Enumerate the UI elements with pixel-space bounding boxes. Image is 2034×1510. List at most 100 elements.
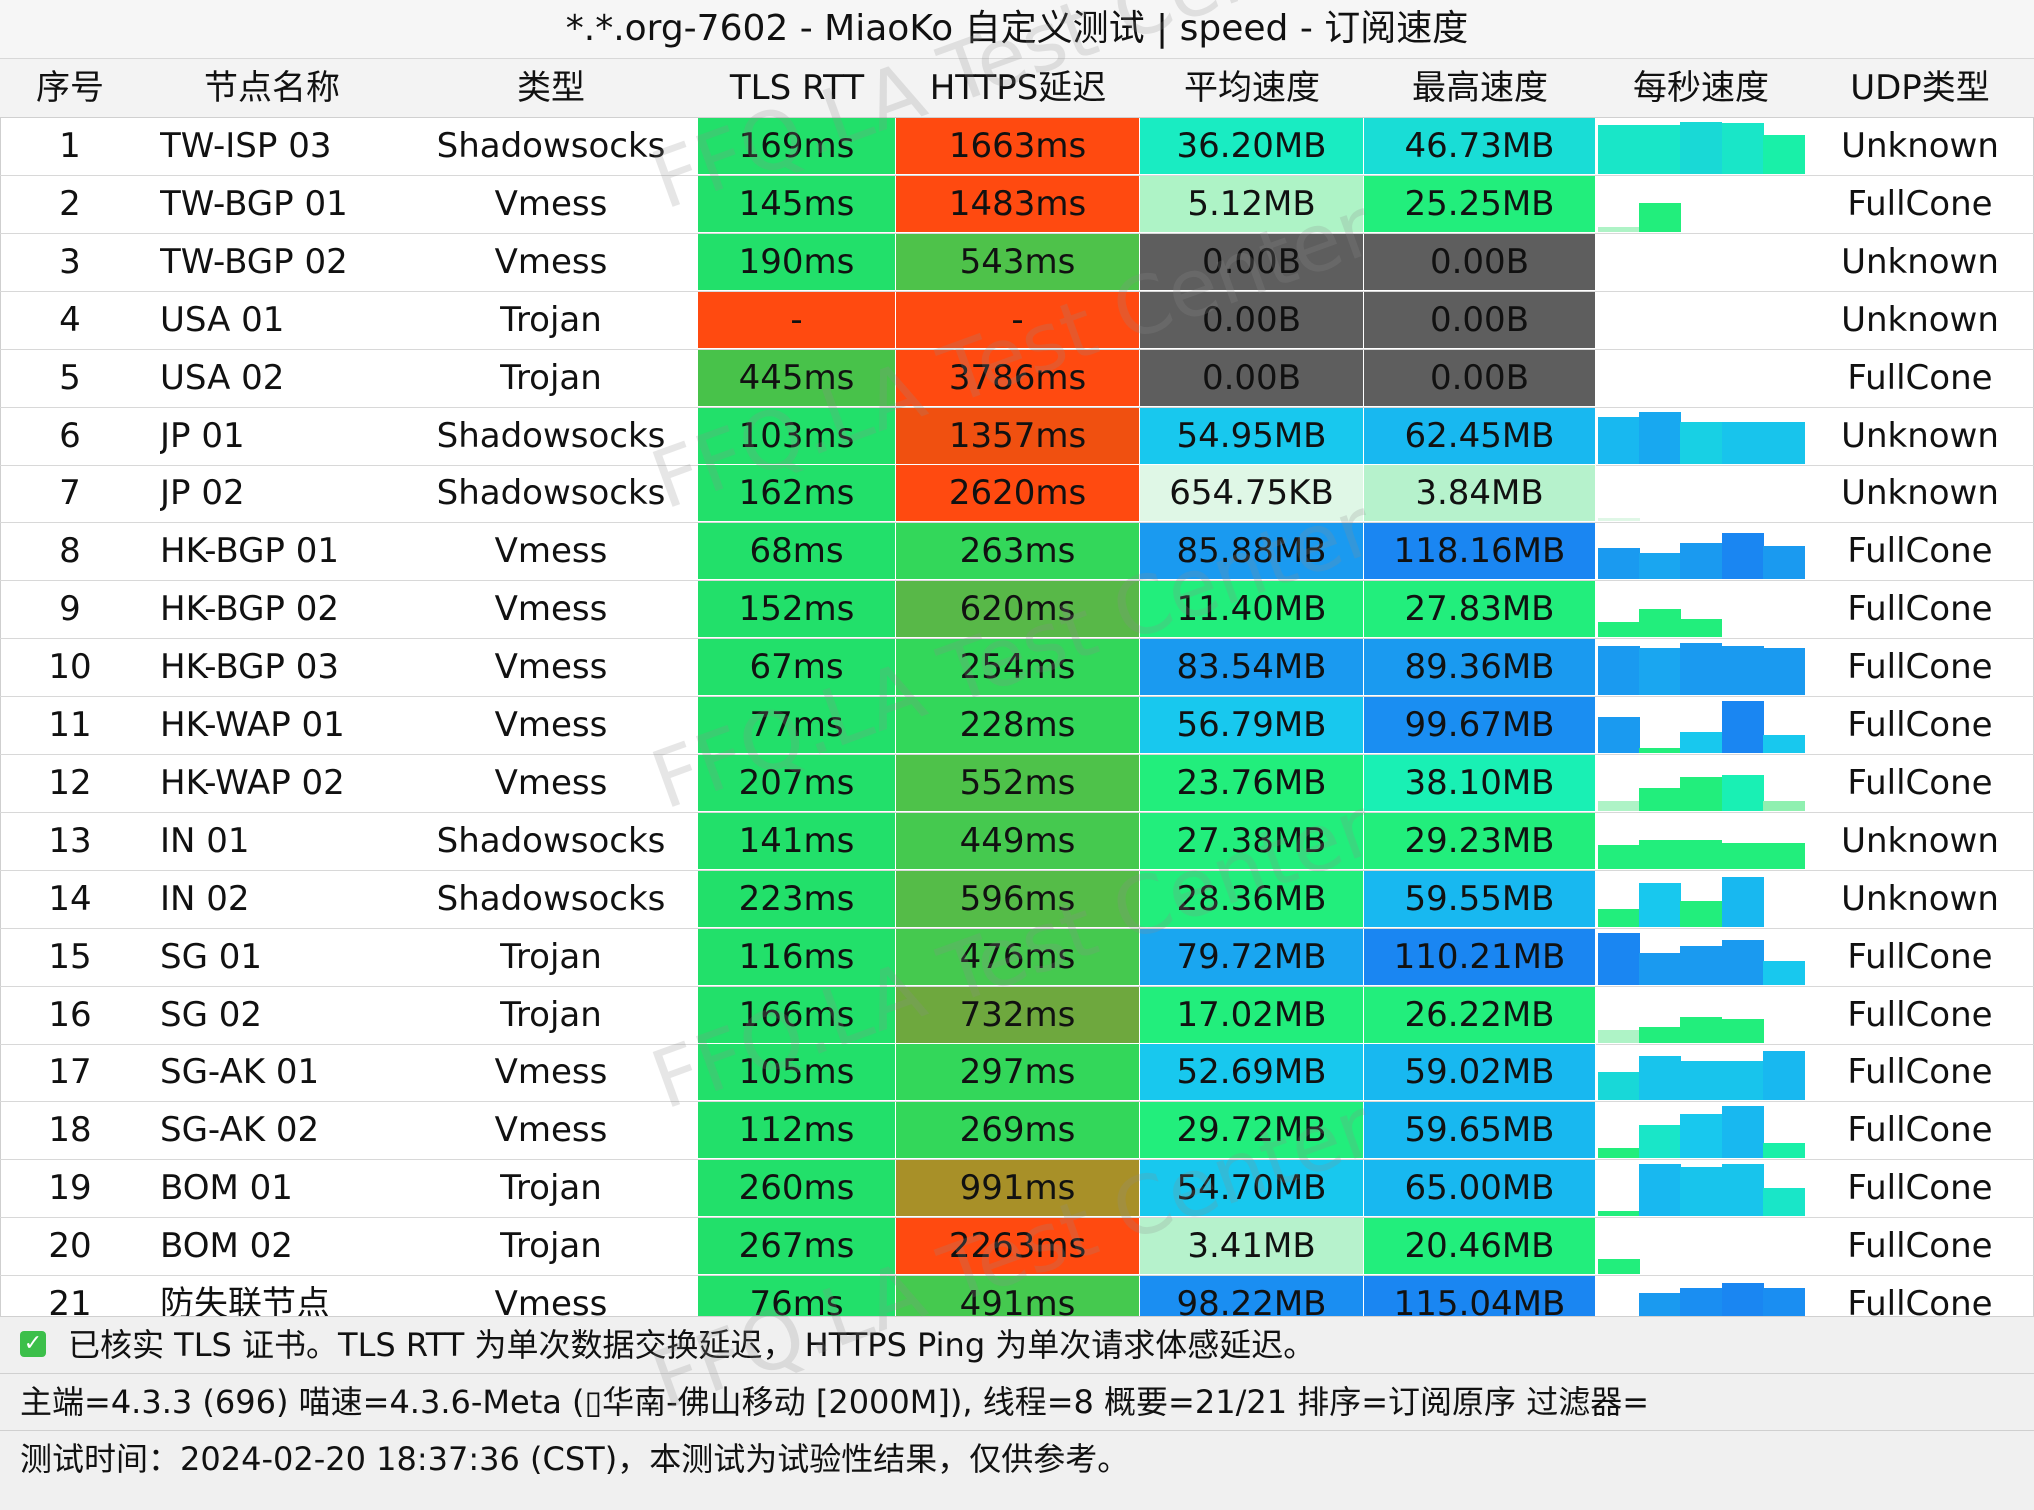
udp-type: Unknown xyxy=(1841,473,1999,514)
table-row[interactable]: 14 IN 02 Shadowsocks 223ms 596ms 28.36MB 59.55… xyxy=(0,870,2034,929)
sparkline-bar xyxy=(1680,421,1723,464)
header-node-name[interactable]: 节点名称 xyxy=(204,68,340,108)
udp-type: FullCone xyxy=(1847,647,1993,688)
sparkline-bar xyxy=(1639,553,1682,580)
node-name: SG 02 xyxy=(160,994,262,1035)
header-type[interactable]: 类型 xyxy=(517,68,585,108)
table-row[interactable]: 6 JP 01 Shadowsocks 103ms 1357ms 54.95MB 62.45… xyxy=(0,407,2034,466)
tls-rtt-cell: 116ms xyxy=(698,928,896,985)
node-type: Vmess xyxy=(494,1052,608,1093)
header-per-second-speed[interactable]: 每秒速度 xyxy=(1633,68,1769,108)
table-row[interactable]: 8 HK-BGP 01 Vmess 68ms 263ms 85.88MB 118.16MB F… xyxy=(0,523,2034,582)
sparkline-bar xyxy=(1598,908,1640,927)
sparkline-bar xyxy=(1721,877,1764,927)
table-row[interactable]: 20 BOM 02 Trojan 267ms 2263ms 3.41MB 20.46MB Fu… xyxy=(0,1218,2034,1277)
sparkline-bar xyxy=(1721,1164,1764,1217)
avg-speed-cell: 654.75KB xyxy=(1140,465,1364,522)
per-second-speed-sparkline xyxy=(1598,813,1805,869)
row-index: 3 xyxy=(59,241,81,282)
per-second-speed-sparkline xyxy=(1598,581,1804,638)
avg-speed-cell: 17.02MB xyxy=(1140,986,1364,1043)
node-name: JP 01 xyxy=(160,415,245,456)
table-row[interactable]: 3 TW-BGP 02 Vmess 190ms 543ms 0.00B 0.00B Unkno… xyxy=(0,233,2034,292)
table-row[interactable]: 18 SG-AK 02 Vmess 112ms 269ms 29.72MB 59.65MB F… xyxy=(0,1102,2034,1161)
udp-type: FullCone xyxy=(1847,1226,1993,1267)
table-row[interactable]: 11 HK-WAP 01 Vmess 77ms 228ms 56.79MB 99.67MB F… xyxy=(0,697,2034,755)
row-index: 19 xyxy=(48,1168,92,1209)
table-row[interactable]: 12 HK-WAP 02 Vmess 207ms 552ms 23.76MB 38.10MB… xyxy=(0,754,2034,813)
header-udp-type[interactable]: UDP类型 xyxy=(1850,68,1990,108)
node-type: Trojan xyxy=(500,357,602,398)
max-speed-cell: 0.00B xyxy=(1364,233,1596,290)
sparkline-bar xyxy=(1598,716,1640,753)
sparkline-bar xyxy=(1598,226,1640,232)
https-delay-cell: 228ms xyxy=(896,697,1140,753)
table-row[interactable]: 1 TW-ISP 03 Shadowsocks 169ms 1663ms 36.20MB 4… xyxy=(0,118,2034,176)
udp-type: Unknown xyxy=(1841,415,1999,456)
sparkline-bar xyxy=(1762,648,1805,696)
table-row[interactable]: 5 USA 02 Trojan 445ms 3786ms 0.00B 0.00B FullCo… xyxy=(0,349,2034,408)
avg-speed-cell: 52.69MB xyxy=(1140,1044,1364,1101)
max-speed-cell: 62.45MB xyxy=(1364,407,1596,464)
max-speed-cell: 26.22MB xyxy=(1364,986,1596,1043)
table-row[interactable]: 4 USA 01 Trojan - -0.00B 0.00B Unknown xyxy=(0,291,2034,350)
node-type: Shadowsocks xyxy=(436,473,666,514)
node-type: Trojan xyxy=(500,936,602,977)
sparkline-bar xyxy=(1721,774,1764,811)
sparkline-bar xyxy=(1680,1061,1723,1101)
udp-type: FullCone xyxy=(1847,1110,1993,1151)
table-row[interactable]: 19 BOM 01 Trojan 260ms 991ms 54.70MB 65.00MB Fu… xyxy=(0,1160,2034,1219)
table-row[interactable]: 10 HK-BGP 03 Vmess 67ms 254ms 83.54MB 89.36MB F… xyxy=(0,639,2034,698)
max-speed-cell: 59.65MB xyxy=(1364,1102,1596,1159)
sparkline-bar xyxy=(1680,1166,1723,1217)
node-type: Shadowsocks xyxy=(436,878,666,919)
avg-speed-cell: 0.00B xyxy=(1140,291,1364,348)
per-second-speed-sparkline xyxy=(1598,929,1805,985)
header-https-delay[interactable]: HTTPS延迟 xyxy=(929,68,1107,108)
table-row[interactable]: 2 TW-BGP 01 Vmess 145ms 1483ms 5.12MB 25.25MB F… xyxy=(0,175,2034,234)
row-index: 7 xyxy=(59,473,81,514)
per-second-speed-sparkline xyxy=(1598,465,1804,522)
node-name: HK-BGP 02 xyxy=(160,589,339,630)
max-speed-cell: 27.83MB xyxy=(1364,581,1596,638)
header-tls-rtt[interactable]: TLS RTT xyxy=(729,68,865,108)
node-type: Vmess xyxy=(494,531,608,572)
sparkline-bar xyxy=(1598,548,1640,580)
sparkline-bar xyxy=(1598,1211,1640,1217)
sparkline-bar xyxy=(1639,648,1682,696)
udp-type: FullCone xyxy=(1847,531,1993,572)
max-speed-cell: 65.00MB xyxy=(1364,1160,1596,1217)
table-row[interactable]: 16 SG 02 Trojan 166ms 732ms 17.02MB 26.22MB Ful… xyxy=(0,986,2034,1045)
table-row[interactable]: 9 HK-BGP 02 Vmess 152ms 620ms 11.40MB 27.83MB F… xyxy=(0,581,2034,640)
max-speed-cell: 59.55MB xyxy=(1364,870,1596,927)
node-type: Vmess xyxy=(494,241,608,282)
udp-type: FullCone xyxy=(1847,994,1993,1035)
window-title: *.*.org-7602 - MiaoKo 自定义测试 | speed - 订阅… xyxy=(0,0,2034,59)
table-row[interactable]: 17 SG-AK 01 Vmess 105ms 297ms 52.69MB 59.02MB F… xyxy=(0,1044,2034,1103)
node-name: IN 01 xyxy=(160,820,250,861)
row-index: 10 xyxy=(48,647,92,688)
sparkline-bar xyxy=(1721,842,1764,869)
tls-rtt-cell: 207ms xyxy=(698,754,896,811)
udp-type: FullCone xyxy=(1847,936,1993,977)
header-avg-speed[interactable]: 平均速度 xyxy=(1184,68,1320,108)
max-speed-cell: 20.46MB xyxy=(1364,1218,1596,1275)
sparkline-bar xyxy=(1680,840,1723,869)
https-delay-cell: 620ms xyxy=(896,581,1140,638)
header-max-speed[interactable]: 最高速度 xyxy=(1412,68,1548,108)
sparkline-bar xyxy=(1721,421,1764,464)
table-row[interactable]: 13 IN 01 Shadowsocks 141ms 449ms 27.38MB 29.23… xyxy=(0,812,2034,871)
header-index[interactable]: 序号 xyxy=(36,68,104,108)
https-delay-cell: 449ms xyxy=(896,812,1140,869)
https-delay-cell: 254ms xyxy=(896,639,1140,696)
tls-rtt-cell: 223ms xyxy=(698,870,896,927)
avg-speed-cell: 29.72MB xyxy=(1140,1102,1364,1159)
node-name: TW-BGP 01 xyxy=(160,183,348,224)
avg-speed-cell: 11.40MB xyxy=(1140,581,1364,638)
sparkline-bar xyxy=(1762,800,1805,811)
sparkline-bar xyxy=(1762,421,1805,464)
max-speed-cell: 3.84MB xyxy=(1364,465,1596,522)
table-row[interactable]: 7 JP 02 Shadowsocks 162ms 2620ms 654.75KB 3.84… xyxy=(0,465,2034,524)
max-speed-cell: 110.21MB xyxy=(1364,928,1596,985)
table-row[interactable]: 15 SG 01 Trojan 116ms 476ms 79.72MB 110.21MB Fu… xyxy=(0,928,2034,987)
